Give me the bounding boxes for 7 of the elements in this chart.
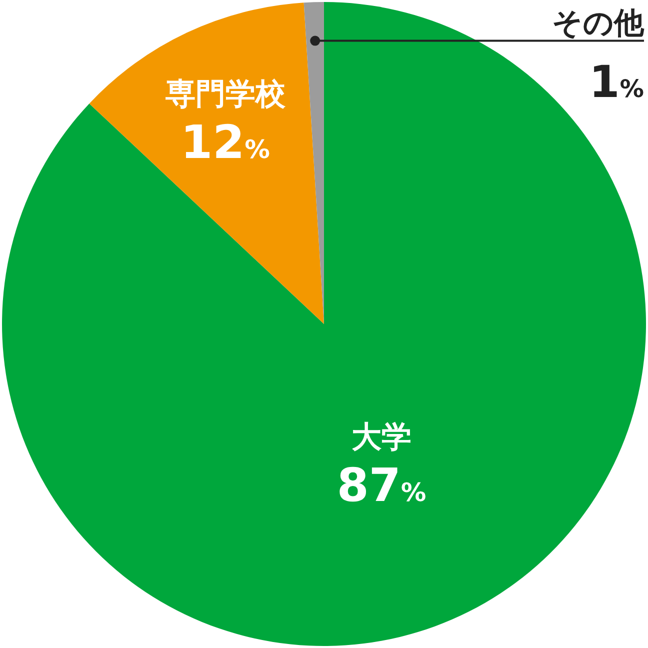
slice-label: 専門学校 bbox=[165, 77, 286, 112]
slice-label: その他 bbox=[552, 6, 645, 41]
slice-label: 大学 bbox=[352, 420, 412, 455]
data-label: 1% bbox=[589, 56, 644, 108]
data-label: 87% bbox=[336, 458, 426, 512]
pie-slice bbox=[89, 2, 324, 324]
data-label: 12% bbox=[180, 115, 270, 170]
